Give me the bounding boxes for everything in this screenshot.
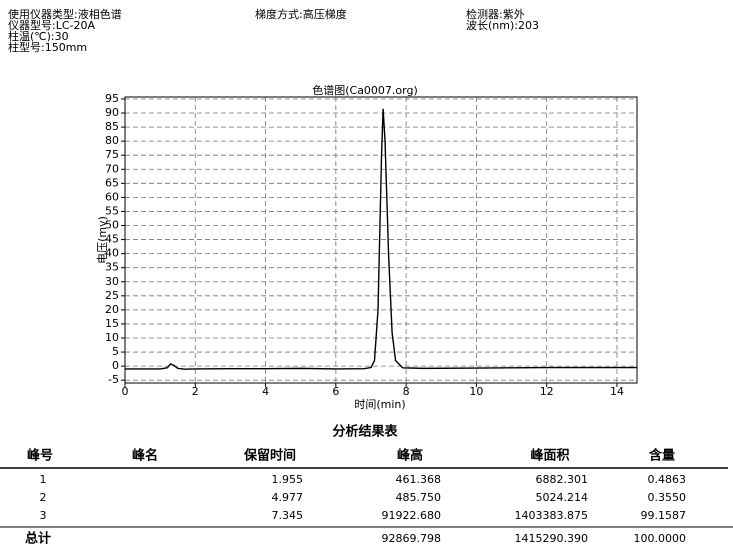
y-tick-label: 35 [105, 261, 119, 274]
table-cell: 1.955 [272, 473, 304, 486]
y-tick-label: 10 [105, 331, 119, 344]
table-cell: 99.1587 [641, 509, 687, 522]
column-header: 峰高 [397, 448, 423, 464]
column-header: 含量 [648, 448, 675, 464]
y-tick-label: 25 [105, 289, 119, 302]
table-cell: 91922.680 [382, 509, 442, 522]
y-tick-label: 85 [105, 120, 119, 133]
table-cell: 2 [40, 491, 47, 504]
y-tick-label: 90 [105, 106, 119, 119]
y-tick-label: 55 [105, 204, 119, 217]
table-cell: 6882.301 [536, 473, 589, 486]
signal-line [125, 108, 637, 370]
y-tick-label: 70 [105, 162, 119, 175]
x-tick-label: 8 [403, 385, 410, 398]
x-tick-label: 10 [469, 385, 483, 398]
table-cell: 3 [40, 509, 47, 522]
y-tick-label: 65 [105, 176, 119, 189]
table-cell: 461.368 [396, 473, 442, 486]
y-tick-label: 80 [105, 134, 119, 147]
x-tick-label: 4 [262, 385, 269, 398]
x-tick-label: 12 [540, 385, 554, 398]
header-info: 波长(nm):203 [466, 19, 539, 32]
y-tick-label: -5 [108, 373, 119, 386]
y-axis-label: 电压(mv) [96, 216, 109, 264]
column-header: 峰面积 [530, 448, 569, 464]
header-info: 仪器型号:LC-20A [8, 18, 95, 32]
column-header: 峰号 [27, 448, 53, 464]
column-header: 保留时间 [243, 448, 296, 464]
x-tick-label: 6 [332, 385, 339, 398]
header-info: 使用仪器类型:液相色谱 [8, 7, 122, 21]
y-tick-label: 50 [105, 219, 119, 232]
header-info: 检测器:紫外 [466, 7, 525, 21]
y-tick-label: 40 [105, 247, 119, 260]
header-info: 柱型号:150mm [8, 40, 87, 54]
table-cell: 485.750 [396, 491, 442, 504]
table-cell: 0.4863 [648, 473, 687, 486]
chart-title: 色谱图(Ca0007.org) [312, 83, 418, 97]
y-tick-label: 15 [105, 317, 119, 330]
y-tick-label: 5 [112, 345, 119, 358]
x-tick-label: 14 [610, 385, 624, 398]
table-cell: 5024.214 [536, 491, 589, 504]
y-tick-label: 75 [105, 148, 119, 161]
table-cell: 4.977 [272, 491, 304, 504]
table-cell: 0.3550 [648, 491, 687, 504]
y-tick-label: 30 [105, 275, 119, 288]
header-info: 柱温(℃):30 [8, 29, 69, 43]
y-tick-label: 95 [105, 92, 119, 105]
table-cell: 7.345 [272, 509, 304, 522]
total-label: 总计 [25, 531, 51, 547]
header-info: 梯度方式:高压梯度 [255, 7, 347, 21]
column-header: 峰名 [132, 448, 158, 464]
x-axis-label: 时间(min) [354, 398, 405, 411]
table-cell: 1403383.875 [515, 509, 588, 522]
y-tick-label: 60 [105, 190, 119, 203]
x-tick-label: 2 [192, 385, 199, 398]
total-cell: 92869.798 [382, 532, 442, 545]
y-tick-label: 45 [105, 233, 119, 246]
table-title: 分析结果表 [332, 424, 398, 440]
y-tick-label: 20 [105, 303, 119, 316]
table-cell: 1 [40, 473, 47, 486]
total-cell: 1415290.390 [515, 532, 588, 545]
plot-frame [124, 96, 638, 384]
y-tick-label: 0 [112, 359, 119, 372]
total-cell: 100.0000 [634, 532, 687, 545]
x-tick-label: 0 [122, 385, 129, 398]
